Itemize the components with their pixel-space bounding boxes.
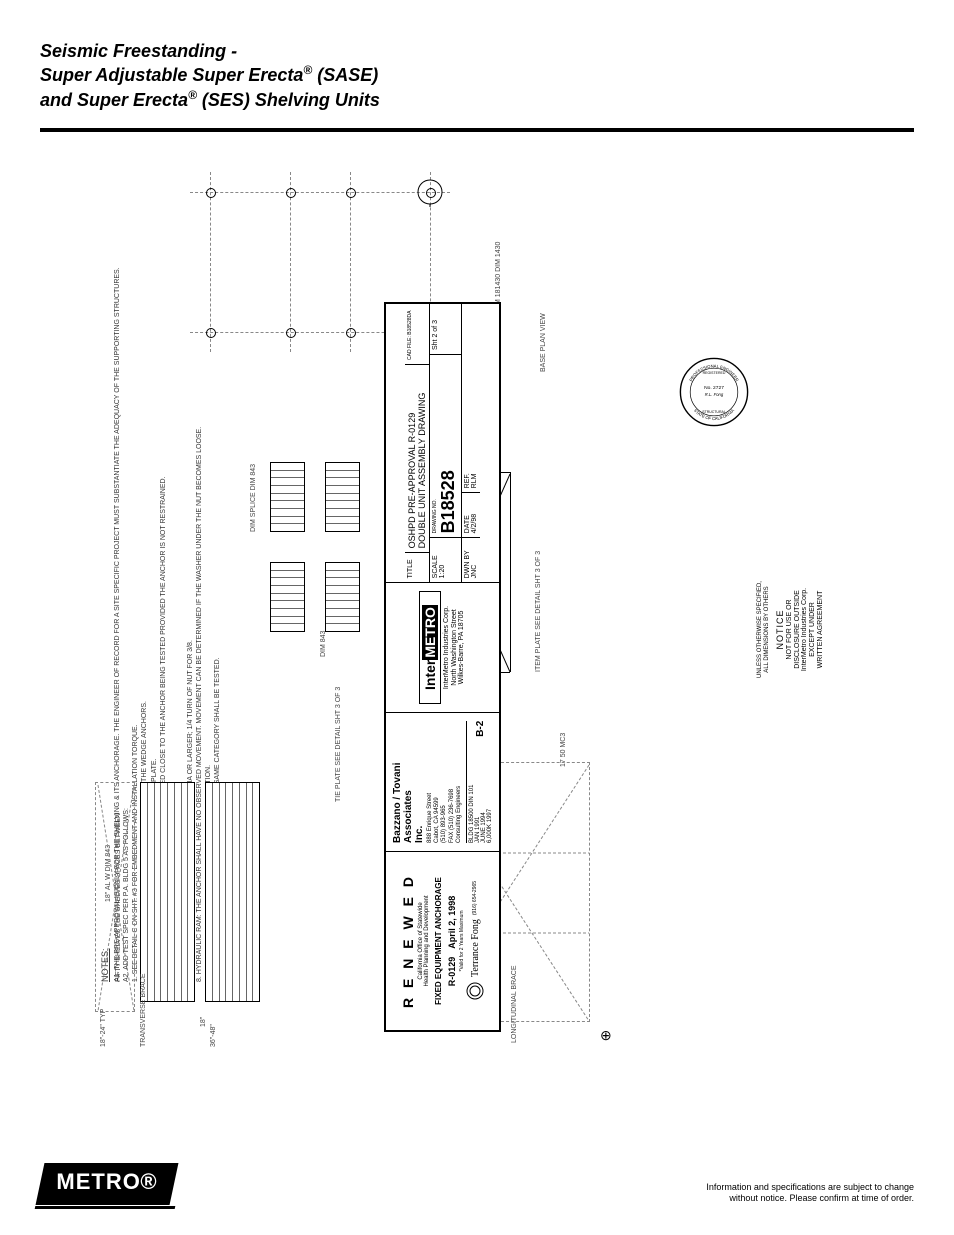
sht-lbl: Sht 2 of 3 — [430, 304, 461, 354]
transverse-label: TRANSVERSE BRACE — [140, 974, 147, 1048]
header-line1: Seismic Freestanding - — [40, 41, 237, 61]
firm-cell: Bazzano / Tovani Associates Inc. 888 Enr… — [386, 712, 499, 851]
pe-stamp: PROFESSIONAL ENGINEER STATE OF CALIFORNI… — [679, 357, 749, 427]
metro-logo: METRO® — [36, 1163, 179, 1205]
scale-val: 1:20 — [439, 543, 446, 579]
dim-36-48-label: 36"-48" — [210, 1024, 217, 1047]
elevation-large: FIFTY SHELVES THE SHELVES SPACES BETWEEN… — [140, 782, 260, 1012]
svg-text:No. 2727: No. 2727 — [704, 385, 724, 391]
scale-lbl: SCALE — [432, 543, 439, 579]
header-title: Seismic Freestanding - Super Adjustable … — [40, 40, 914, 112]
renewed-title: R E N E W E D — [400, 860, 416, 1022]
firm-name2: Associates — [403, 721, 414, 843]
dim-843-label: DIM 843 — [320, 631, 327, 657]
title-block: R E N E W E D California Office of State… — [384, 302, 501, 1032]
footer-disclaimer: Information and specifications are subje… — [706, 1182, 914, 1205]
metro-reg: ® — [141, 1169, 158, 1195]
page-header: Seismic Freestanding - Super Adjustable … — [0, 0, 954, 120]
base-plan-label: BASE PLAN VIEW — [540, 313, 547, 372]
logo-cell: InterMETRO InterMetro Industries Corp. N… — [386, 583, 499, 712]
dim-splice-label: DIM SPLICE DIM 843 — [250, 464, 257, 532]
title-lbl: TITLE — [405, 553, 429, 583]
firm-name: Bazzano / Tovani — [392, 721, 403, 843]
ref-lbl: REF. RLM — [462, 304, 480, 492]
dim-18-24-label: 18"-24" TYP — [100, 1009, 107, 1047]
metro-logo-wrap: METRO® — [40, 1163, 174, 1205]
renewed-phone: (916) 654-2965 — [472, 881, 478, 915]
date-lbl: DATE 4/2/98 — [462, 493, 480, 538]
trans-brace-x-icon — [96, 783, 136, 1013]
dim-18-label: 18" — [200, 1017, 207, 1027]
seal-icon — [465, 981, 485, 1001]
tie-plate-callout: TIE PLATE SEE DETAIL SHT 3 OF 3 — [335, 687, 342, 802]
renewed-anchor: FIXED EQUIPMENT ANCHORAGE — [434, 860, 443, 1022]
disclaimer-line2: without notice. Please confirm at time o… — [706, 1193, 914, 1205]
renewed-code: R-0129 — [447, 957, 457, 987]
intermetro-logo: InterMETRO — [419, 592, 441, 704]
header-line2a: Super Adjustable Super Erecta — [40, 65, 303, 85]
renewed-sig: Terrance Fong — [470, 919, 481, 977]
cad-lbl: CAD FILE: B18528DA — [405, 304, 429, 364]
metro-brand: METRO — [56, 1169, 140, 1195]
svg-text:R.L. Fong: R.L. Fong — [705, 392, 724, 397]
page-footer: METRO® Information and specifications ar… — [40, 1163, 914, 1205]
notice-body: NOT FOR USE OR DISCLOSURE OUTSIDE InterM… — [786, 542, 824, 717]
callout-circle-icon — [415, 177, 445, 207]
longitudinal-label: LONGITUDINAL BRACE — [511, 966, 518, 1044]
reg-mark-2: ® — [188, 88, 197, 102]
firm-revs: JAN 1991 JUNE 1994 6,000K 1997 — [475, 809, 493, 843]
notice-top: UNLESS OTHERWISE SPECIFIED, ALL DIMENSIO… — [757, 542, 770, 717]
dwn-lbl: DWN BY JNC — [462, 538, 480, 583]
notice-block: UNLESS OTHERWISE SPECIFIED, ALL DIMENSIO… — [757, 542, 825, 717]
disclaimer-line1: Information and specifications are subje… — [706, 1182, 914, 1194]
svg-text:REGISTERED: REGISTERED — [703, 371, 726, 375]
firm-rev-hdr: BLDG 18500 DIN 101 — [466, 721, 475, 843]
target-mark-icon: ⊕ — [600, 1027, 612, 1044]
notice-title: NOTICE — [776, 542, 786, 717]
header-line3a: and Super Erecta — [40, 90, 188, 110]
dwg-title2: DOUBLE UNIT ASSEMBLY DRAWING — [417, 369, 427, 548]
header-line2b: (SASE) — [312, 65, 378, 85]
logo-sub: InterMetro Industries Corp. North Washin… — [443, 592, 466, 704]
renewed-sub: California Office of Statewide Health Pl… — [418, 860, 430, 1022]
renewed-date: April 2, 1998 — [447, 896, 457, 949]
drawing-info-cell: TITLE OSHPD PRE-APPROVAL R-0129 DOUBLE U… — [386, 304, 499, 582]
pe-stamp-icon: PROFESSIONAL ENGINEER STATE OF CALIFORNI… — [679, 357, 749, 427]
dwg-title1: OSHPD PRE-APPROVAL R-0129 — [407, 369, 417, 548]
drawing-area: NOTES: A1. THE PRE-APPROVAL IS ONLY FOR … — [40, 162, 914, 1062]
firm-rev-code: B-2 — [475, 721, 493, 737]
svg-text:STRUCTURAL: STRUCTURAL — [702, 410, 726, 414]
firm-sub: Consulting Engineers — [456, 721, 462, 843]
firm-addr: 888 Enrique Street Cabot, CA 94599 (510)… — [427, 721, 456, 843]
dwg-num: B18528 — [438, 359, 459, 533]
tie-plate-label: ITEM PLATE SEE DETAIL SHT 3 OF 3 — [535, 551, 542, 672]
header-line3b: (SES) Shelving Units — [197, 90, 380, 110]
firm-name3: Inc. — [414, 721, 425, 843]
header-rule — [40, 128, 914, 132]
transverse-brace-box — [95, 782, 135, 1012]
renewed-cell: R E N E W E D California Office of State… — [386, 851, 499, 1030]
reg-mark-1: ® — [303, 63, 312, 77]
